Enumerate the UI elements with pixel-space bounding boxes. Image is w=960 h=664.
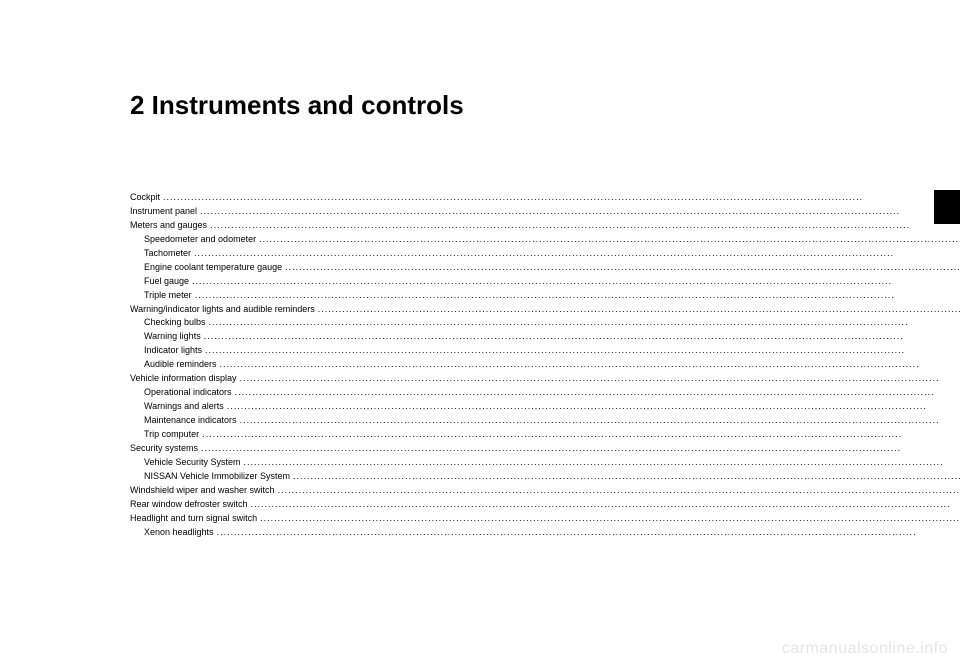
toc-dots: ........................................… [251,498,960,512]
chapter-title: 2 Instruments and controls [130,90,890,121]
toc-dots: ........................................… [227,400,960,414]
toc-label: Trip computer [144,428,199,442]
toc-label: Vehicle information display [130,372,237,386]
toc-entry: Warning lights..........................… [130,330,960,344]
toc-dots: ........................................… [204,330,960,344]
toc-dots: ........................................… [202,428,960,442]
toc-dots: ........................................… [209,316,960,330]
toc-entry: Headlight and turn signal switch........… [130,512,960,526]
toc-label: Rear window defroster switch [130,498,248,512]
toc-dots: ........................................… [194,247,960,261]
toc-entry: Triple meter............................… [130,289,960,303]
toc-label: Operational indicators [144,386,232,400]
toc-dots: ........................................… [205,344,960,358]
toc-label: Security systems [130,442,198,456]
toc-entry: Cockpit.................................… [130,191,960,205]
toc-dots: ........................................… [217,526,960,540]
toc-dots: ........................................… [201,442,960,456]
toc-label: Speedometer and odometer [144,233,256,247]
toc-dots: ........................................… [259,233,960,247]
toc-left-column: Cockpit.................................… [130,191,960,539]
toc-entry: Engine coolant temperature gauge........… [130,261,960,275]
toc-entry: Instrument panel........................… [130,205,960,219]
toc-label: Windshield wiper and washer switch [130,484,275,498]
toc-dots: ........................................… [200,205,960,219]
toc-label: Warnings and alerts [144,400,224,414]
toc-entry: Rear window defroster switch............… [130,498,960,512]
toc-dots: ........................................… [192,275,960,289]
toc-label: Engine coolant temperature gauge [144,261,282,275]
toc-dots: ........................................… [318,303,960,317]
section-tab [934,190,960,224]
toc-label: Maintenance indicators [144,414,237,428]
toc-label: Meters and gauges [130,219,207,233]
toc-entry: Warnings and alerts.....................… [130,400,960,414]
toc-entry: Security systems........................… [130,442,960,456]
toc-entry: NISSAN Vehicle Immobilizer System.......… [130,470,960,484]
toc-dots: ........................................… [244,456,960,470]
toc-entry: Audible reminders.......................… [130,358,960,372]
toc-dots: ........................................… [240,372,960,386]
toc-label: Triple meter [144,289,192,303]
toc-entry: Xenon headlights........................… [130,526,960,540]
toc-entry: Speedometer and odometer................… [130,233,960,247]
toc-entry: Indicator lights........................… [130,344,960,358]
toc-entry: Checking bulbs..........................… [130,316,960,330]
toc-entry: Operational indicators..................… [130,386,960,400]
toc-label: Instrument panel [130,205,197,219]
toc-dots: ........................................… [240,414,960,428]
toc-dots: ........................................… [278,484,960,498]
page-content: 2 Instruments and controls Cockpit......… [0,0,960,579]
toc-dots: ........................................… [210,219,960,233]
toc-dots: ........................................… [220,358,960,372]
toc-label: NISSAN Vehicle Immobilizer System [144,470,290,484]
toc-label: Indicator lights [144,344,202,358]
watermark: carmanualsonline.info [782,640,948,658]
toc-label: Fuel gauge [144,275,189,289]
toc-label: Vehicle Security System [144,456,241,470]
toc-label: Cockpit [130,191,160,205]
toc-entry: Vehicle information display.............… [130,372,960,386]
toc-label: Tachometer [144,247,191,261]
toc-entry: Meters and gauges.......................… [130,219,960,233]
toc-dots: ........................................… [163,191,960,205]
toc-dots: ........................................… [285,261,960,275]
toc-entry: Tachometer..............................… [130,247,960,261]
toc-dots: ........................................… [195,289,960,303]
toc-entry: Fuel gauge..............................… [130,275,960,289]
toc-dots: ........................................… [235,386,960,400]
toc-entry: Windshield wiper and washer switch......… [130,484,960,498]
toc-dots: ........................................… [260,512,960,526]
toc-label: Checking bulbs [144,316,206,330]
toc-entry: Maintenance indicators..................… [130,414,960,428]
table-of-contents: Cockpit.................................… [130,191,890,539]
toc-label: Audible reminders [144,358,217,372]
toc-label: Headlight and turn signal switch [130,512,257,526]
toc-dots: ........................................… [293,470,960,484]
toc-entry: Trip computer...........................… [130,428,960,442]
toc-label: Warning lights [144,330,201,344]
toc-entry: Vehicle Security System.................… [130,456,960,470]
toc-label: Warning/indicator lights and audible rem… [130,303,315,317]
toc-label: Xenon headlights [144,526,214,540]
toc-entry: Warning/indicator lights and audible rem… [130,303,960,317]
